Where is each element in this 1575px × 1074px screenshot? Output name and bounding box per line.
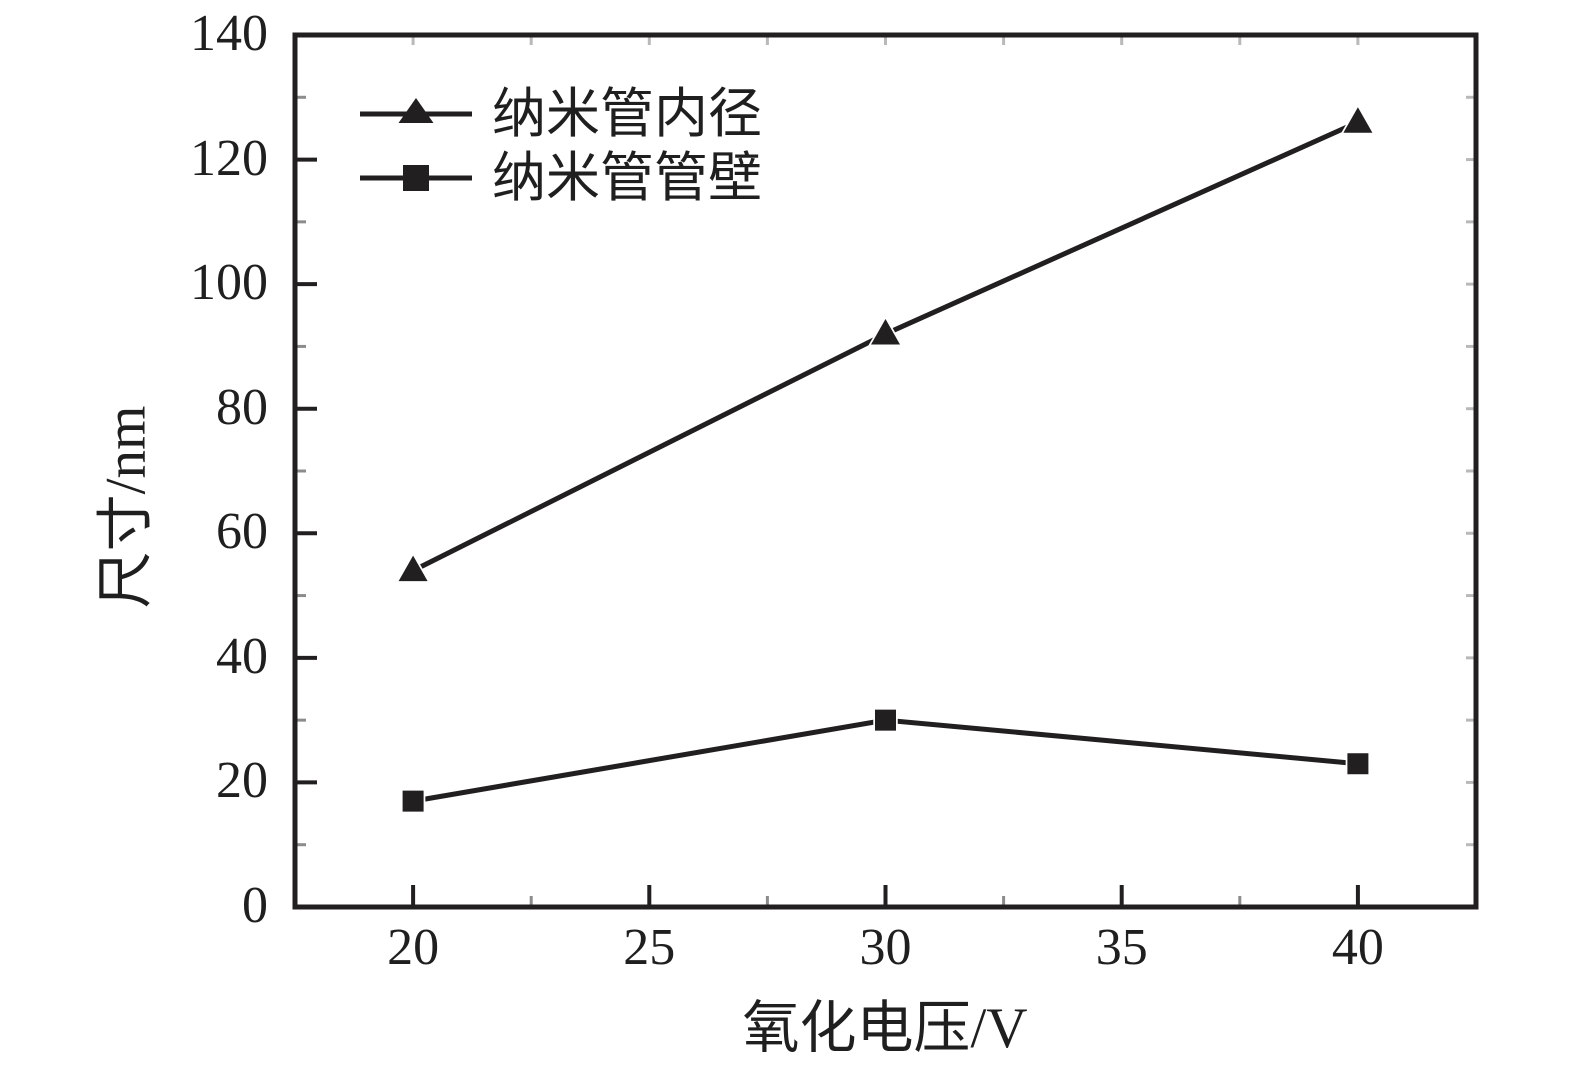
data-point-triangle <box>867 315 904 347</box>
x-tick-label: 20 <box>387 919 440 976</box>
x-axis-title: 氧化电压/V <box>742 997 1028 1060</box>
axis-box <box>292 32 1479 910</box>
y-tick-label: 140 <box>190 4 268 62</box>
data-point-triangle <box>1340 103 1376 135</box>
legend-line-sample <box>360 98 472 123</box>
data-point-square <box>1345 751 1371 776</box>
legend-line-sample <box>360 165 472 191</box>
data-point-triangle <box>395 552 431 583</box>
y-tick-label: 100 <box>190 254 268 312</box>
data-point-square <box>873 707 898 733</box>
data-point-square <box>400 788 426 814</box>
y-tick-label: 40 <box>216 627 268 685</box>
y-tick-label: 0 <box>242 876 268 934</box>
x-tick-label: 30 <box>859 919 912 976</box>
triangle-marker-icon <box>398 98 434 123</box>
x-tick-label: 40 <box>1331 919 1384 976</box>
square-marker-icon <box>403 165 429 191</box>
y-tick-label: 20 <box>216 752 268 810</box>
x-tick-label: 25 <box>623 919 676 976</box>
legend-item-label: 纳米管内径 <box>492 84 762 144</box>
y-tick-label: 80 <box>216 378 268 436</box>
y-tick-label: 60 <box>216 503 268 561</box>
y-axis-title: 尺寸/nm <box>94 405 158 609</box>
legend-item-wall: 纳米管管壁 <box>360 146 762 210</box>
legend: 纳米管内径 纳米管管壁 <box>360 82 762 210</box>
legend-item-label: 纳米管管壁 <box>492 148 762 208</box>
y-tick-label: 120 <box>190 129 268 187</box>
legend-item-inner-diameter: 纳米管内径 <box>360 82 762 146</box>
x-tick-label: 35 <box>1095 919 1148 976</box>
